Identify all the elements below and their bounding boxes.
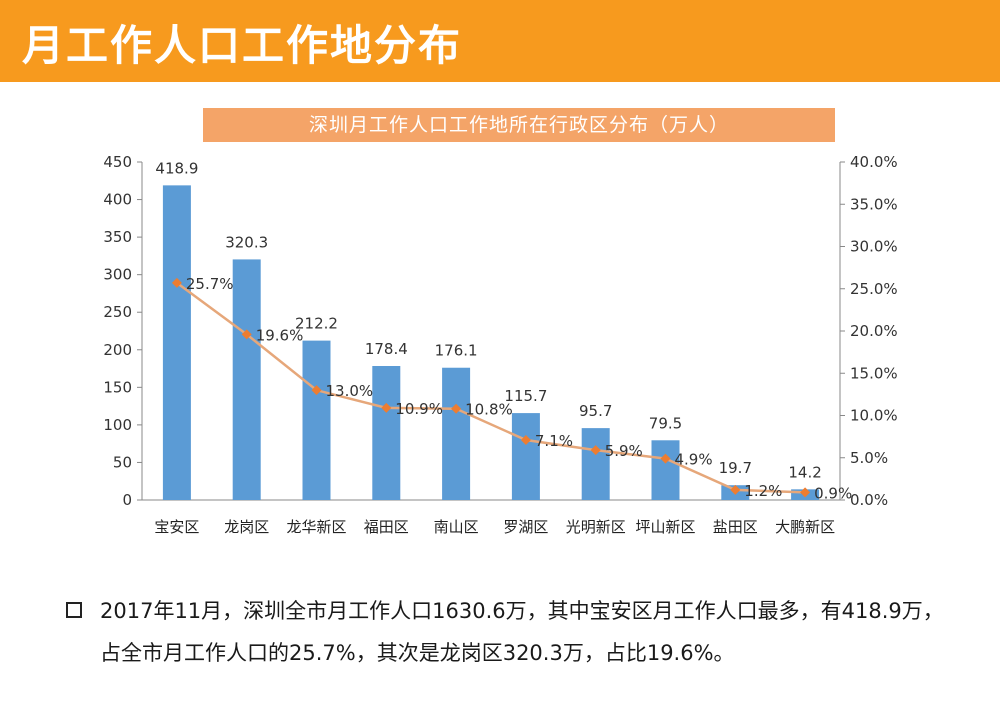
bar [232,259,261,500]
y-tick-label: 450 [103,153,132,171]
y2-tick-label: 15.0% [850,364,898,382]
bar-value-label: 178.4 [365,340,408,358]
x-category-label: 南山区 [434,518,479,536]
y2-tick-label: 30.0% [850,238,898,256]
percent-value-label: 7.1% [535,432,573,450]
y-tick-label: 200 [103,341,132,359]
x-category-label: 福田区 [364,518,409,536]
line-point-marker [241,329,252,340]
bar-value-label: 95.7 [579,402,612,420]
line-point-marker [311,385,322,396]
bar-value-label: 212.2 [295,315,338,333]
percent-value-label: 19.6% [256,326,304,344]
y2-tick-label: 5.0% [850,449,888,467]
line-point-marker [590,445,601,456]
x-category-label: 宝安区 [154,518,199,536]
line-point-marker [730,484,741,495]
y-tick-label: 0 [122,491,132,509]
bar [581,428,610,500]
y-tick-label: 150 [103,378,132,396]
summary-note: 2017年11月，深圳全市月工作人口1630.6万，其中宝安区月工作人口最多，有… [66,590,950,674]
percent-value-label: 25.7% [186,275,234,293]
summary-text: 2017年11月，深圳全市月工作人口1630.6万，其中宝安区月工作人口最多，有… [100,599,944,665]
percent-value-label: 10.9% [395,400,443,418]
percent-value-label: 5.9% [605,442,643,460]
bar-value-label: 14.2 [788,463,821,481]
bar-value-label: 19.7 [719,459,752,477]
page-title: 月工作人口工作地分布 [22,21,463,70]
percent-value-label: 4.9% [675,451,713,469]
y2-tick-label: 40.0% [850,153,898,171]
x-category-label: 龙华新区 [286,518,346,536]
line-point-marker [660,453,671,464]
bar [162,185,191,500]
line-point-marker [171,277,182,288]
y2-tick-label: 10.0% [850,407,898,425]
square-bullet-icon [66,602,82,618]
bar [442,367,471,500]
y-tick-label: 300 [103,266,132,284]
bar-value-label: 79.5 [649,414,682,432]
line-point-marker [800,487,811,498]
chart-title-banner: 深圳月工作人口工作地所在行政区分布（万人） [203,108,835,142]
y-tick-label: 100 [103,416,132,434]
percent-value-label: 0.9% [814,484,852,502]
x-category-label: 罗湖区 [503,518,548,536]
line-point-marker [451,403,462,414]
x-category-label: 盐田区 [713,518,758,536]
bar-value-label: 176.1 [435,342,478,360]
x-category-label: 坪山新区 [635,518,695,536]
y-tick-label: 250 [103,303,132,321]
bar [651,440,680,500]
bar-value-label: 115.7 [504,387,547,405]
bar-value-label: 320.3 [225,233,268,251]
y-tick-label: 350 [103,228,132,246]
bar-value-label: 418.9 [155,159,198,177]
bar [372,366,401,500]
y2-tick-label: 20.0% [850,322,898,340]
y2-tick-label: 35.0% [850,195,898,213]
y-tick-label: 400 [103,191,132,209]
percent-value-label: 10.8% [465,401,513,419]
chart-svg: 0 50 100 150 200 250 300 350 400 450 0.0% 5.0% 10.0%… [103,153,898,536]
percent-value-label: 1.2% [744,482,782,500]
header-bar: 月工作人口工作地分布 [0,0,1000,82]
line-point-marker [520,435,531,446]
y2-tick-label: 25.0% [850,280,898,298]
x-category-label: 龙岗区 [224,518,269,536]
percent-line [176,281,806,494]
x-category-label: 大鹏新区 [775,518,835,536]
percent-value-label: 13.0% [326,382,374,400]
x-category-label: 光明新区 [566,518,626,536]
y2-tick-label: 0.0% [850,491,888,509]
bar [302,340,331,500]
line-point-marker [381,402,392,413]
bar [511,413,540,500]
y-tick-label: 50 [113,453,132,471]
